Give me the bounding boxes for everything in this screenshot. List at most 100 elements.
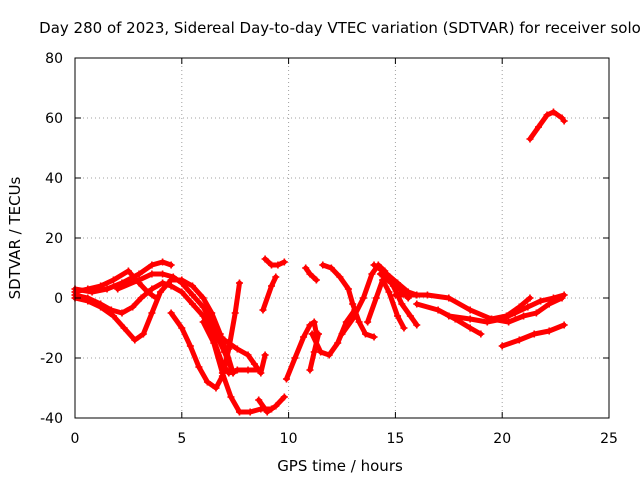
data-point bbox=[370, 333, 378, 341]
data-point bbox=[334, 339, 342, 347]
data-point bbox=[231, 309, 239, 317]
data-point bbox=[317, 348, 325, 356]
data-point bbox=[349, 315, 357, 323]
data-point bbox=[109, 276, 117, 284]
data-point bbox=[315, 330, 323, 338]
series-arc-11 bbox=[261, 255, 288, 269]
data-point bbox=[413, 300, 421, 308]
data-point bbox=[129, 303, 137, 311]
data-point bbox=[560, 321, 568, 329]
data-point bbox=[310, 348, 318, 356]
x-tick-label: 15 bbox=[386, 431, 404, 447]
data-point bbox=[310, 318, 318, 326]
data-point bbox=[167, 309, 175, 317]
data-point bbox=[543, 111, 551, 119]
data-point bbox=[338, 330, 346, 338]
data-point bbox=[114, 285, 122, 293]
data-point bbox=[244, 351, 252, 359]
data-point bbox=[131, 336, 139, 344]
data-point bbox=[355, 318, 363, 326]
data-point bbox=[199, 318, 207, 326]
data-point bbox=[261, 255, 269, 263]
data-point bbox=[235, 279, 243, 287]
data-point bbox=[280, 258, 288, 266]
data-point bbox=[272, 402, 280, 410]
data-point bbox=[199, 294, 207, 302]
data-point bbox=[308, 330, 316, 338]
data-point bbox=[545, 327, 553, 335]
data-point bbox=[549, 108, 557, 116]
data-point bbox=[558, 294, 566, 302]
series-arc-2 bbox=[71, 258, 175, 296]
data-point bbox=[233, 345, 241, 353]
data-point bbox=[188, 300, 196, 308]
data-point bbox=[306, 366, 314, 374]
y-tick-label: 80 bbox=[45, 51, 63, 67]
data-point bbox=[259, 306, 267, 314]
data-point bbox=[159, 279, 167, 287]
data-point bbox=[505, 318, 513, 326]
data-point bbox=[156, 288, 164, 296]
data-point bbox=[255, 396, 263, 404]
data-point bbox=[370, 261, 378, 269]
x-tick-label: 20 bbox=[493, 431, 511, 447]
y-tick-label: 40 bbox=[45, 171, 63, 187]
data-point bbox=[511, 309, 519, 317]
data-point bbox=[137, 294, 145, 302]
data-point bbox=[368, 270, 376, 278]
data-point bbox=[300, 333, 308, 341]
data-point bbox=[235, 408, 243, 416]
data-point bbox=[398, 300, 406, 308]
data-point bbox=[364, 318, 372, 326]
data-point bbox=[413, 321, 421, 329]
data-point bbox=[545, 300, 553, 308]
data-point bbox=[344, 285, 352, 293]
series-arc-16 bbox=[319, 261, 378, 341]
data-point bbox=[274, 261, 282, 269]
data-point bbox=[445, 294, 453, 302]
data-point bbox=[97, 303, 105, 311]
data-point bbox=[302, 264, 310, 272]
data-point bbox=[195, 363, 203, 371]
data-point bbox=[530, 330, 538, 338]
data-point bbox=[84, 297, 92, 305]
chart-title: Day 280 of 2023, Sidereal Day-to-day VTE… bbox=[39, 19, 640, 37]
data-point bbox=[423, 291, 431, 299]
data-point bbox=[515, 336, 523, 344]
data-point bbox=[257, 369, 265, 377]
data-point bbox=[268, 261, 276, 269]
data-point bbox=[406, 312, 414, 320]
data-point bbox=[434, 306, 442, 314]
data-point bbox=[524, 303, 532, 311]
data-series bbox=[71, 108, 568, 416]
data-point bbox=[103, 285, 111, 293]
data-point bbox=[537, 297, 545, 305]
data-point bbox=[233, 366, 241, 374]
data-point bbox=[124, 267, 132, 275]
data-point bbox=[221, 336, 229, 344]
series-arc-18 bbox=[364, 276, 408, 332]
series-arc-14 bbox=[306, 330, 323, 374]
data-point bbox=[159, 270, 167, 278]
data-point bbox=[466, 315, 474, 323]
data-point bbox=[488, 315, 496, 323]
data-point bbox=[466, 306, 474, 314]
data-point bbox=[306, 270, 314, 278]
data-point bbox=[244, 366, 252, 374]
data-point bbox=[560, 117, 568, 125]
data-point bbox=[118, 309, 126, 317]
series-line bbox=[320, 262, 377, 340]
series-line bbox=[365, 277, 407, 331]
data-point bbox=[135, 270, 143, 278]
data-point bbox=[466, 324, 474, 332]
series-arc-26 bbox=[526, 108, 568, 143]
data-point bbox=[349, 300, 357, 308]
data-point bbox=[148, 285, 156, 293]
data-point bbox=[109, 312, 117, 320]
data-point bbox=[396, 285, 404, 293]
data-point bbox=[203, 378, 211, 386]
data-point bbox=[227, 393, 235, 401]
data-point bbox=[188, 282, 196, 290]
